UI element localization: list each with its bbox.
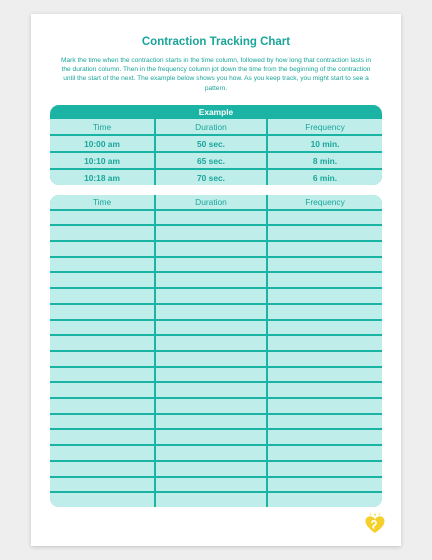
tracking-blank-cell-frequency (268, 210, 382, 225)
tracking-blank-cell-duration (156, 320, 266, 335)
tracking-blank-cell-frequency (268, 242, 382, 256)
tracking-blank-cell-duration (156, 289, 266, 303)
tracking-blank-cell-duration (156, 461, 266, 476)
example-cell-duration: 65 sec. (156, 153, 266, 168)
tracking-blank-cell-duration (156, 210, 266, 225)
tracking-blank-cell-duration (156, 336, 266, 350)
tracking-blank-cell-duration (156, 414, 266, 429)
example-table: Example Time Duration Frequency 10:00 am… (50, 105, 382, 185)
example-header-time: Time (50, 119, 154, 134)
tracking-blank-cell-duration (156, 273, 266, 288)
tracking-blank-cell-frequency (268, 477, 382, 492)
example-cell-time: 10:18 am (50, 170, 154, 185)
example-cell-time: 10:10 am (50, 153, 154, 168)
example-cell-duration: 50 sec. (156, 136, 266, 151)
page-title: Contraction Tracking Chart (141, 36, 291, 48)
tracking-blank-cell-time (50, 351, 154, 366)
tracking-blank-cell-frequency (268, 430, 382, 445)
tracking-blank-cell-duration (156, 257, 266, 272)
example-grid: Time Duration Frequency 10:00 am 50 sec.… (50, 119, 382, 185)
tracking-blank-cell-time (50, 430, 154, 445)
tracking-blank-cell-duration (156, 383, 266, 398)
tracking-blank-cell-duration (156, 226, 266, 241)
tracking-blank-cell-time (50, 242, 154, 256)
tracking-table: Time Duration Frequency (50, 195, 382, 507)
tracking-blank-cell-frequency (268, 414, 382, 429)
pampers-heart-logo-icon (365, 513, 385, 533)
tracking-blank-cell-frequency (268, 351, 382, 366)
tracking-blank-cell-time (50, 226, 154, 241)
tracking-blank-cell-duration (156, 304, 266, 319)
tracking-blank-cell-duration (156, 399, 266, 413)
tracking-blank-cell-frequency (268, 273, 382, 288)
tracking-blank-cell-time (50, 304, 154, 319)
tracking-blank-cell-frequency (268, 383, 382, 398)
tracking-blank-cell-frequency (268, 461, 382, 476)
tracking-blank-cell-frequency (268, 493, 382, 507)
example-cell-time: 10:00 am (50, 136, 154, 151)
tracking-blank-cell-time (50, 446, 154, 460)
tracking-blank-cell-duration (156, 367, 266, 382)
tracking-header-frequency: Frequency (268, 195, 382, 209)
tracking-blank-cell-frequency (268, 399, 382, 413)
tracking-blank-cell-time (50, 477, 154, 492)
tracking-blank-cell-duration (156, 477, 266, 492)
example-label: Example (198, 107, 234, 117)
tracking-blank-cell-frequency (268, 320, 382, 335)
tracking-blank-cell-time (50, 210, 154, 225)
tracking-blank-cell-time (50, 320, 154, 335)
example-cell-frequency: 10 min. (268, 136, 382, 151)
tracking-blank-cell-frequency (268, 226, 382, 241)
example-cell-frequency: 6 min. (268, 170, 382, 185)
tracking-blank-cell-frequency (268, 367, 382, 382)
tracking-header-duration: Duration (156, 195, 266, 209)
tracking-blank-cell-time (50, 414, 154, 429)
tracking-blank-cell-time (50, 383, 154, 398)
tracking-blank-cell-time (50, 367, 154, 382)
tracking-blank-cell-frequency (268, 304, 382, 319)
tracking-blank-cell-time (50, 273, 154, 288)
chart-page: Contraction Tracking Chart Mark the time… (31, 14, 401, 546)
tracking-blank-cell-time (50, 257, 154, 272)
tracking-blank-cell-time (50, 493, 154, 507)
tracking-blank-cell-frequency (268, 257, 382, 272)
tracking-blank-cell-duration (156, 242, 266, 256)
tracking-blank-cell-time (50, 289, 154, 303)
tracking-blank-cell-frequency (268, 336, 382, 350)
tracking-header-time: Time (50, 195, 154, 209)
example-header-frequency: Frequency (268, 119, 382, 134)
example-cell-duration: 70 sec. (156, 170, 266, 185)
tracking-blank-cell-duration (156, 430, 266, 445)
tracking-blank-cell-time (50, 336, 154, 350)
tracking-grid: Time Duration Frequency (50, 195, 382, 507)
example-header-duration: Duration (156, 119, 266, 134)
example-cell-frequency: 8 min. (268, 153, 382, 168)
instructions-text: Mark the time when the contraction start… (60, 57, 372, 92)
tracking-blank-cell-time (50, 399, 154, 413)
tracking-blank-cell-duration (156, 446, 266, 460)
tracking-blank-cell-duration (156, 351, 266, 366)
tracking-blank-cell-duration (156, 493, 266, 507)
tracking-blank-cell-frequency (268, 446, 382, 460)
tracking-blank-cell-time (50, 461, 154, 476)
tracking-blank-cell-frequency (268, 289, 382, 303)
